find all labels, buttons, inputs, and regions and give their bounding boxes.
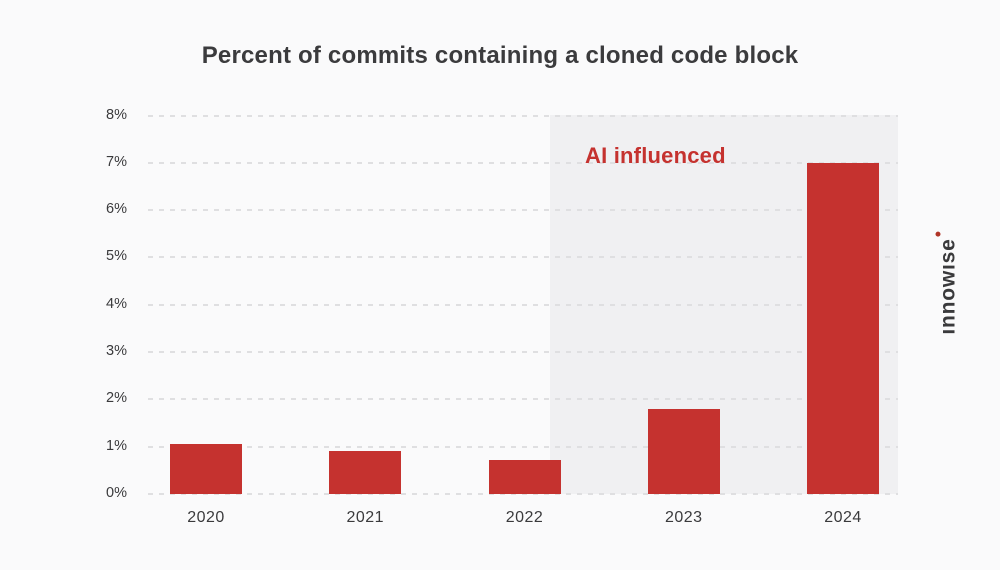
y-axis-tick-label: 4% [106, 295, 127, 312]
x-axis-tick-label: 2020 [187, 509, 225, 526]
gridline-5-pct [148, 256, 898, 259]
bar-2024 [807, 162, 879, 494]
bar-2023 [647, 408, 720, 494]
ai-influenced-label: AI influenced [585, 143, 726, 168]
gridline-2-pct [148, 398, 898, 401]
x-axis-tick-label: 2023 [664, 509, 703, 526]
gridline-3-pct [148, 351, 898, 354]
x-axis-tick-label: 2021 [346, 509, 385, 526]
y-axis-tick-label: 6% [106, 201, 127, 218]
y-axis-tick-label: 7% [106, 153, 127, 170]
gridline-7-pct [148, 161, 898, 164]
y-axis-tick-label: 1% [106, 437, 127, 454]
y-axis-tick-label: 0% [106, 485, 127, 501]
gridline-1-pct [148, 445, 898, 448]
gridline-0-pct [148, 493, 898, 495]
gridline-6-pct [148, 209, 898, 212]
chart-title: Percent of commits containing a cloned c… [201, 42, 799, 69]
y-axis-tick-label: 3% [106, 343, 127, 360]
bar-2021 [329, 451, 402, 494]
x-axis-tick-label: 2024 [824, 509, 862, 526]
bar-2020 [170, 444, 242, 494]
y-axis-tick-label: 8% [106, 106, 127, 123]
innowise-logo-text: ınnowıse [936, 238, 960, 335]
innowise-dot-icon [935, 231, 941, 237]
innowise-logo: ınnowıse [935, 231, 961, 335]
y-axis-tick-label: 5% [106, 248, 127, 265]
gridline-4-pct [148, 303, 898, 306]
bar-2022 [488, 459, 561, 494]
x-axis-tick-label: 2022 [505, 509, 544, 526]
y-axis-tick-label: 2% [106, 390, 127, 407]
gridline-8-pct [148, 114, 898, 117]
